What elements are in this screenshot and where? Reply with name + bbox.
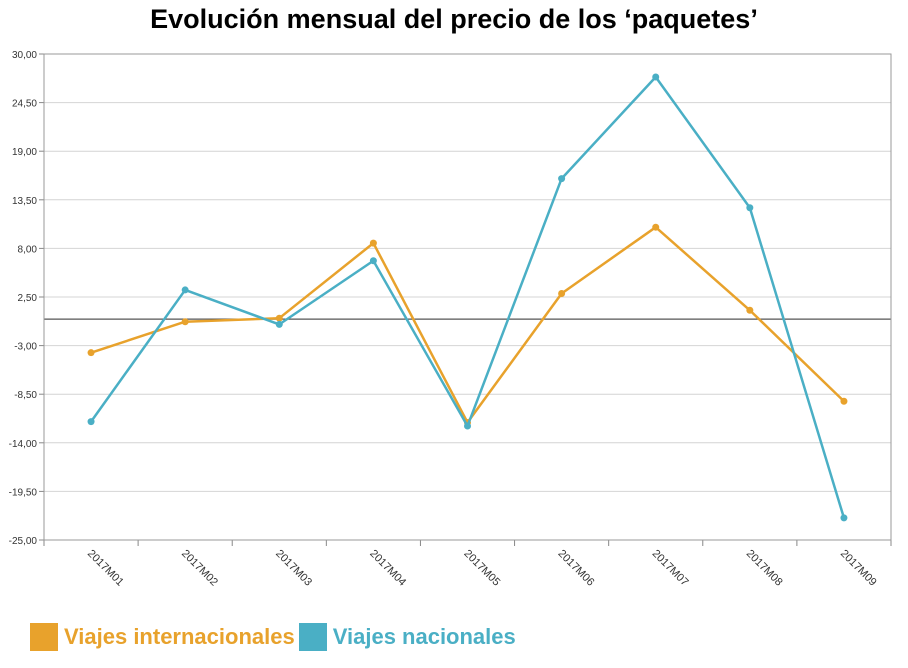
data-point-0-3[interactable] <box>369 239 377 247</box>
legend: Viajes internacionales Viajes nacionales <box>30 623 520 651</box>
series <box>87 73 848 522</box>
legend-item-internacionales[interactable]: Viajes internacionales <box>30 623 295 651</box>
plot-frame <box>43 53 892 541</box>
y-tick-label: -19,50 <box>9 487 38 498</box>
y-tick-label: 8,00 <box>18 244 38 255</box>
x-tick-label: 2017M08 <box>744 548 785 589</box>
legend-swatch-nacionales <box>298 623 327 651</box>
x-tick-label: 2017M02 <box>179 548 220 589</box>
x-tick-label: 2017M06 <box>555 548 596 589</box>
legend-swatch-internacionales <box>30 623 58 651</box>
y-tick-label: -25,00 <box>9 536 38 547</box>
x-tick-label: 2017M09 <box>838 548 879 589</box>
y-axis-ticks: 30,00 24,50 19,00 13,50 8,00 2,50 -3,00 -8,50 -1… <box>9 50 44 547</box>
x-tick-label: 2017M07 <box>650 548 691 589</box>
data-point-1-5[interactable] <box>558 175 566 183</box>
data-point-1-0[interactable] <box>87 418 95 426</box>
data-point-1-1[interactable] <box>181 286 189 294</box>
y-tick-label: 24,50 <box>12 99 37 110</box>
data-point-1-2[interactable] <box>275 320 283 328</box>
data-point-1-8[interactable] <box>840 514 848 522</box>
data-point-1-6[interactable] <box>652 73 660 81</box>
x-tick-label: 2017M04 <box>367 548 408 589</box>
legend-label-internacionales: Viajes internacionales <box>64 624 295 649</box>
y-tick-label: -3,00 <box>14 342 37 353</box>
data-point-0-8[interactable] <box>840 397 848 405</box>
data-point-1-7[interactable] <box>746 204 754 212</box>
y-tick-label: 30,00 <box>12 50 37 61</box>
legend-label-nacionales: Viajes nacionales <box>332 624 516 649</box>
y-tick-label: 2,50 <box>18 293 38 304</box>
chart-title: Evolución mensual del precio de los ‘paq… <box>150 4 758 34</box>
y-tick-label: -14,00 <box>9 439 38 450</box>
y-tick-label: 13,50 <box>12 196 37 207</box>
data-point-0-2[interactable] <box>275 314 283 322</box>
data-point-0-1[interactable] <box>181 318 189 326</box>
x-tick-label: 2017M05 <box>461 548 502 589</box>
data-point-0-7[interactable] <box>746 306 754 314</box>
legend-item-nacionales[interactable]: Viajes nacionales <box>298 623 516 651</box>
y-tick-label: -8,50 <box>14 390 37 401</box>
x-tick-label: 2017M03 <box>273 548 314 589</box>
x-tick-label: 2017M01 <box>85 548 126 589</box>
data-point-1-3[interactable] <box>369 257 377 265</box>
data-point-0-5[interactable] <box>558 289 566 297</box>
data-point-1-4[interactable] <box>464 422 471 430</box>
y-tick-label: 19,00 <box>12 147 37 158</box>
data-point-0-0[interactable] <box>87 349 95 357</box>
x-axis-ticks: 2017M01 2017M02 2017M03 2017M04 2017M05 2017M… <box>43 540 892 589</box>
data-point-0-6[interactable] <box>652 223 660 231</box>
